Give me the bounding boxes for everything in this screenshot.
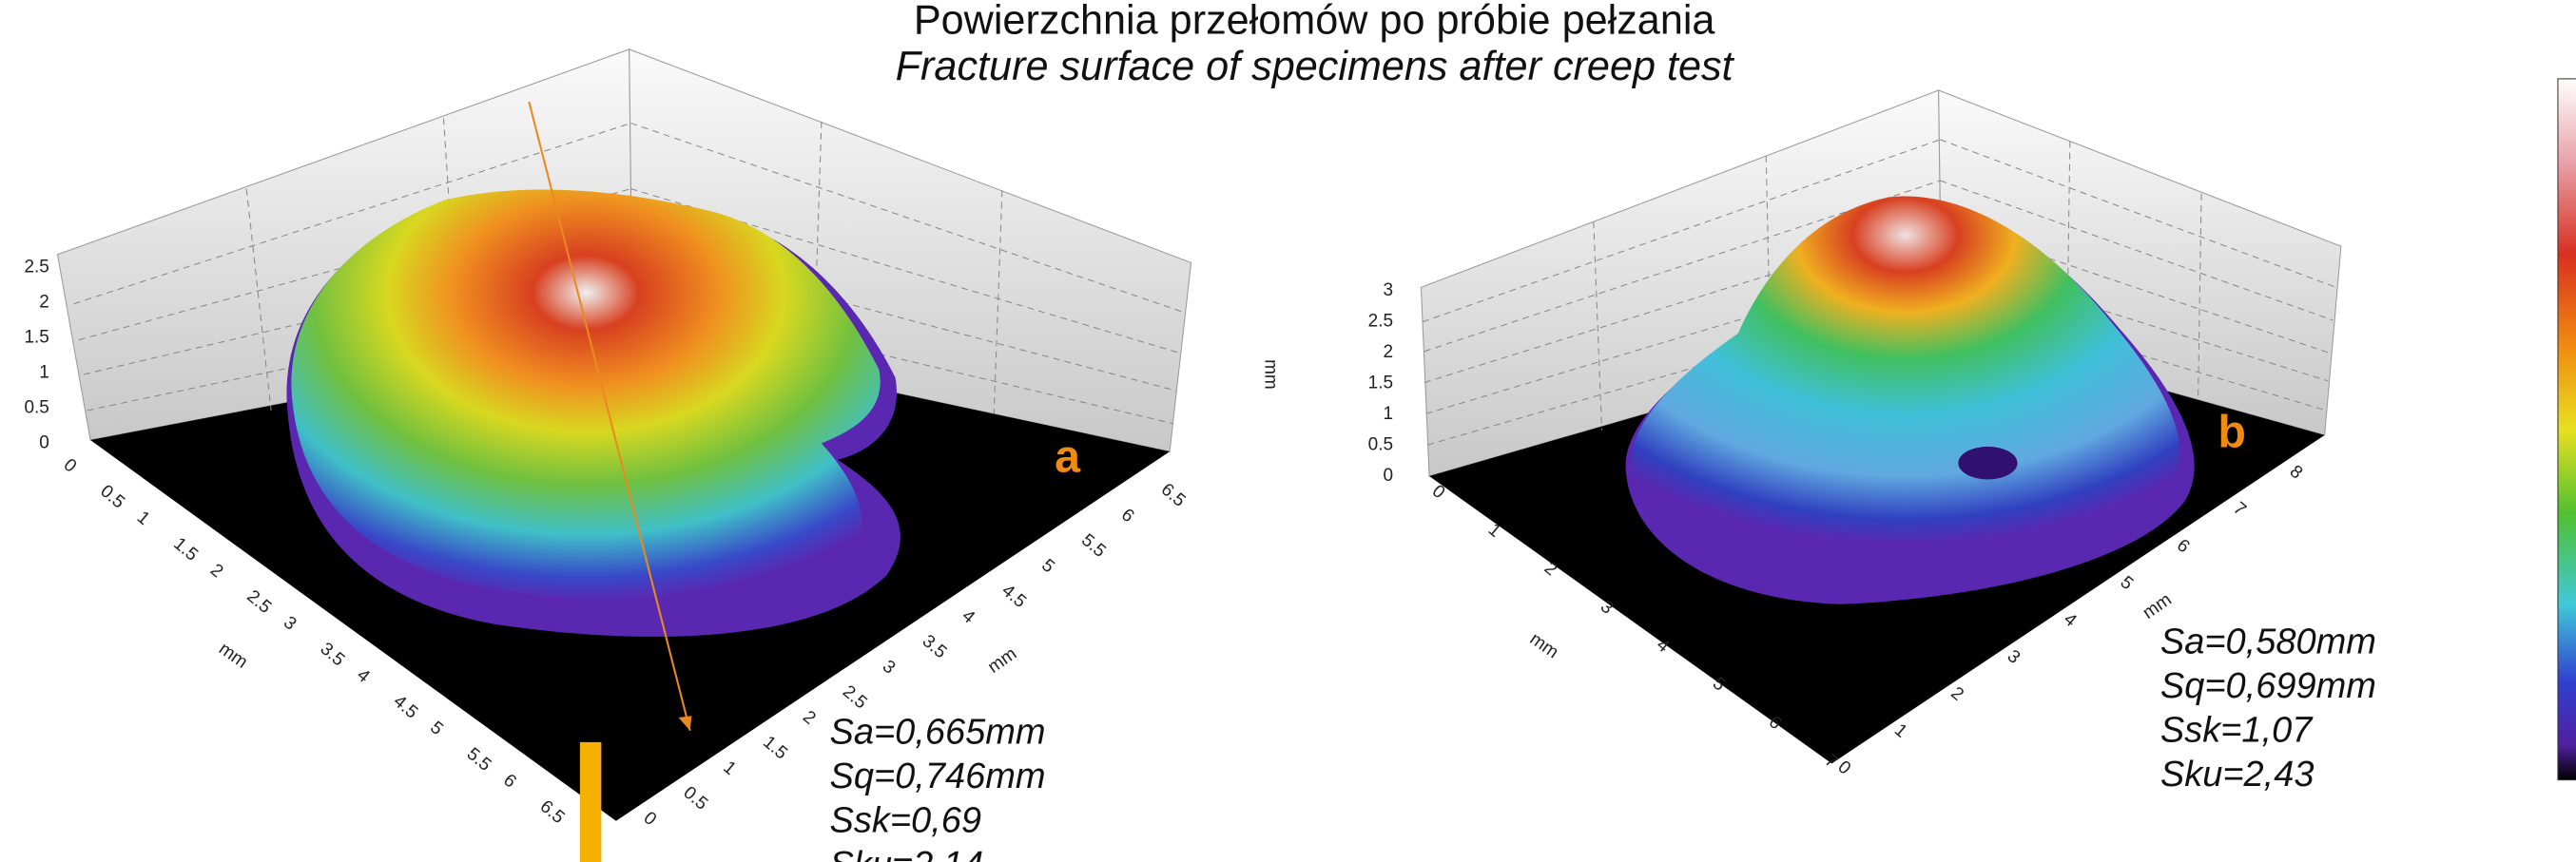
title: Powierzchnia przełomów po próbie pełzani…	[914, 0, 1716, 44]
axis-unit: mm	[2140, 589, 2176, 623]
y-tick-label: 1.5	[759, 732, 791, 763]
z-tick-label: 1	[1383, 404, 1393, 424]
y-tick-label: 4.5	[997, 581, 1030, 612]
z-tick-label: 2	[1383, 342, 1393, 362]
x-tick-label: 6	[499, 770, 520, 792]
x-tick-label: 5.5	[463, 744, 495, 776]
x-tick-label: 1	[1484, 520, 1505, 542]
x-tick-label: 2	[206, 560, 227, 582]
x-tick-label: 6.5	[536, 796, 569, 828]
y-tick-label: 0.5	[679, 783, 711, 814]
y-tick-label: 1	[719, 757, 740, 779]
y-tick-label: 4	[958, 606, 978, 628]
z-tick-label: 0	[39, 432, 49, 452]
y-tick-label: 1	[1890, 720, 1911, 742]
y-tick-label: 6.5	[1157, 480, 1190, 511]
y-tick-label: 5.5	[1077, 530, 1110, 562]
y-tick-label: 4	[2060, 609, 2081, 631]
roughness-stat: Sa=0,665mm	[829, 712, 1045, 752]
panel-label: a	[1055, 431, 1081, 483]
x-tick-label: 2	[1540, 558, 1561, 580]
x-tick-label: 1.5	[169, 534, 202, 565]
page: {"header": {"title": "Powierzchnia przeł…	[0, 0, 2576, 862]
y-tick-label: 8	[2286, 462, 2307, 484]
y-tick-label: 5	[2116, 572, 2137, 594]
y-tick-label: 5	[1037, 555, 1058, 577]
x-tick-label: 1	[133, 508, 154, 529]
y-tick-label: 3	[2004, 646, 2024, 668]
y-tick-label: 6	[1117, 505, 1138, 527]
x-tick-label: 5	[426, 718, 447, 739]
z-tick-label: 2	[39, 293, 49, 313]
roughness-stat: Sq=0,746mm	[829, 757, 1045, 796]
y-tick-label: 2.5	[839, 681, 871, 713]
y-tick-label: 7	[2229, 499, 2250, 521]
orange-bar	[580, 742, 601, 862]
z-tick-label: 2.5	[1368, 311, 1393, 331]
roughness-stat: Sku=2,43	[2160, 755, 2315, 795]
z-tick-label: 1.5	[1368, 373, 1393, 393]
y-tick-label: 6	[2173, 535, 2194, 557]
figure: Powierzchnia przełomów po próbie pełzani…	[0, 0, 2576, 862]
z-tick-label: 1	[39, 363, 49, 383]
x-tick-label: 0	[60, 455, 81, 477]
x-tick-label: 3.5	[316, 639, 348, 670]
roughness-stat: Sq=0,699mm	[2160, 666, 2376, 706]
roughness-stat: Ssk=1,07	[2160, 711, 2314, 751]
y-tick-label: 3.5	[919, 631, 951, 662]
z-tick-label: 0	[1383, 466, 1393, 486]
x-tick-label: 0	[1428, 481, 1449, 503]
z-tick-label: 0.5	[24, 398, 48, 418]
z-tick-label: 1.5	[24, 328, 48, 348]
x-tick-label: 4.5	[390, 692, 422, 723]
x-tick-label: 4	[353, 665, 374, 687]
y-tick-label: 2	[1947, 683, 1967, 705]
z-tick-label: 3	[1383, 280, 1393, 300]
axis-unit: mm	[984, 644, 1020, 678]
x-tick-label: 3	[280, 613, 300, 635]
colorbar	[2558, 79, 2576, 780]
z-tick-label: 2.5	[24, 258, 48, 278]
roughness-stat: Ssk=0,69	[829, 801, 981, 841]
y-tick-label: 0	[640, 808, 661, 830]
roughness-stat: Sku=2,14	[829, 845, 983, 862]
z-tick-label: 0.5	[1368, 434, 1393, 454]
panel-label: b	[2218, 407, 2246, 458]
axis-unit: mm	[215, 639, 251, 672]
subtitle: Fracture surface of specimens after cree…	[896, 44, 1735, 89]
x-tick-label: 2.5	[242, 586, 275, 618]
axis-unit: mm	[1526, 629, 1562, 662]
x-tick-label: 0.5	[96, 481, 128, 512]
roughness-stat: Sa=0,580mm	[2160, 622, 2376, 661]
y-tick-label: 2	[799, 707, 820, 729]
axis-unit: mm	[1260, 359, 1280, 390]
y-tick-label: 3	[879, 657, 900, 679]
